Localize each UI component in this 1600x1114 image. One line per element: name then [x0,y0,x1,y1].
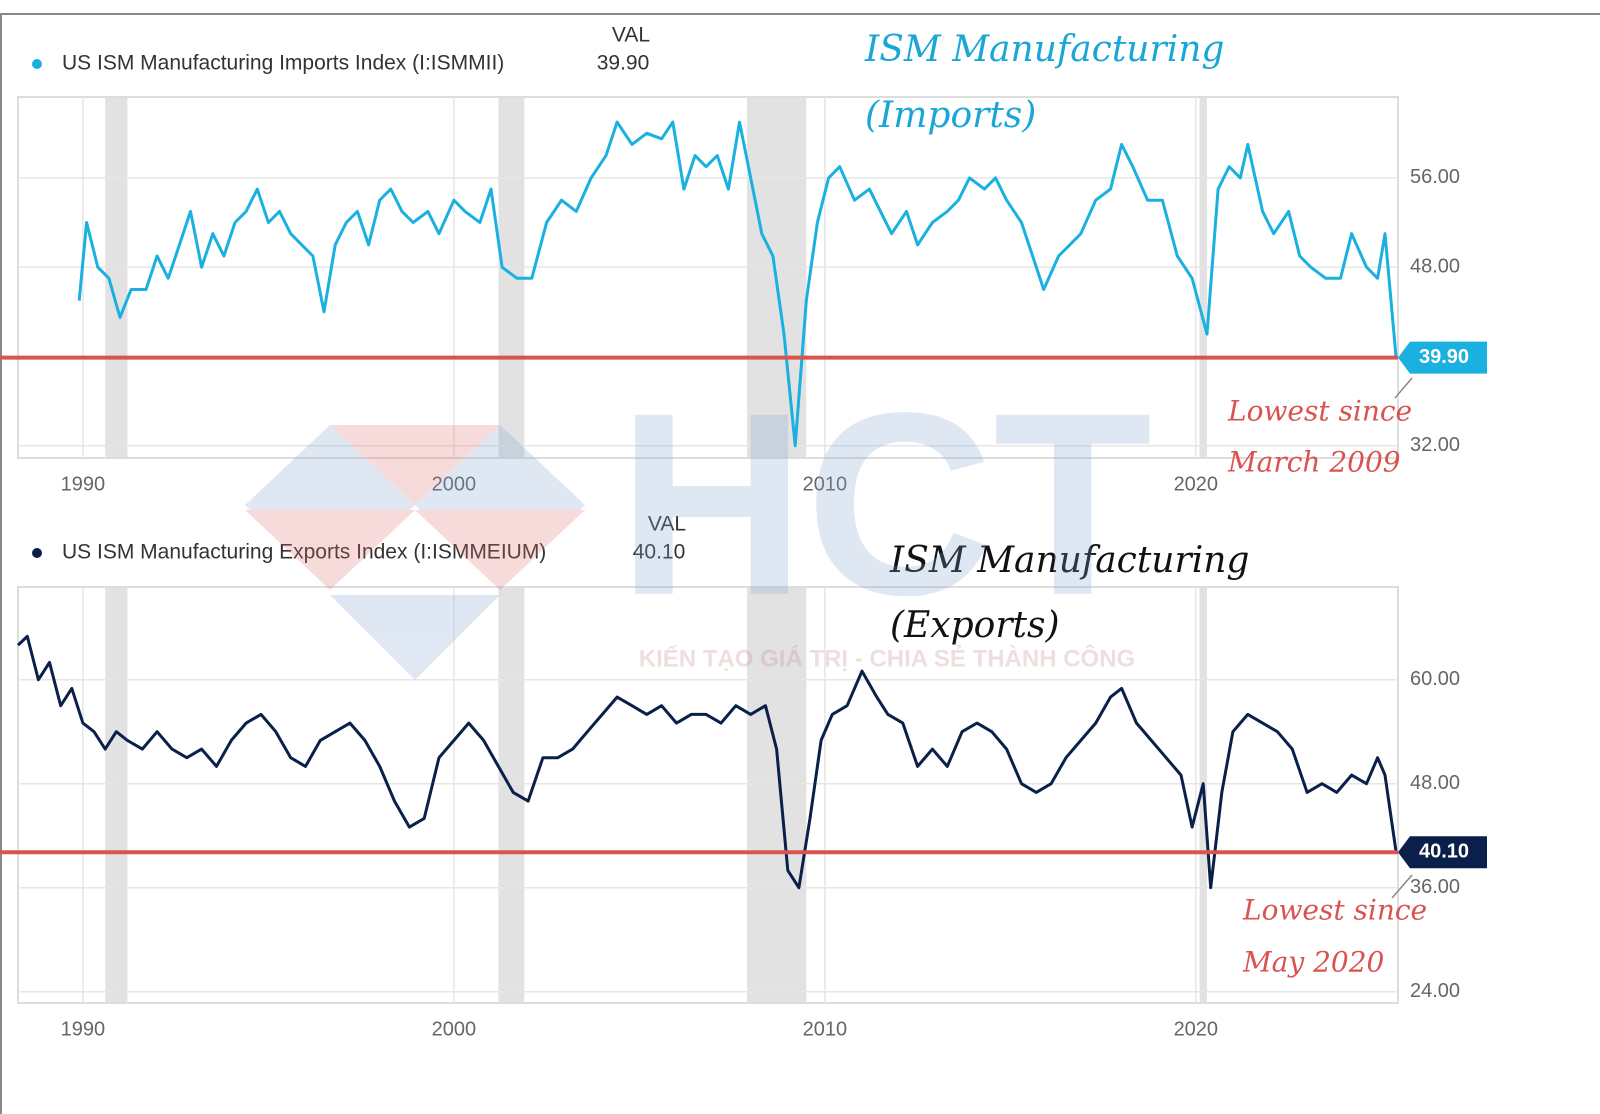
x-tick-label: 2000 [432,473,477,495]
plot-area [17,586,1399,1004]
y-tick-label: 60.00 [1410,668,1460,690]
watermark-slogan: KIẾN TẠO GIÁ TRỊ - CHIA SẺ THÀNH CÔNG [639,643,1135,672]
y-tick-label: 48.00 [1410,255,1460,277]
annotation: ISM Manufacturing [864,29,1224,70]
annotation: (Imports) [865,95,1036,136]
logo-shape [330,595,500,680]
val-header: VAL [648,513,686,536]
legend-label: US ISM Manufacturing Imports Index (I:IS… [62,52,504,75]
annotation: (Exports) [890,605,1060,646]
current-value: 40.10 [633,541,686,564]
x-tick-label: 2020 [1174,473,1219,495]
y-tick-label: 32.00 [1410,434,1460,456]
x-tick-label: 2010 [803,1018,848,1040]
logo-shape [330,425,500,505]
leader-line [1394,377,1413,399]
y-tick-label: 48.00 [1410,772,1460,794]
legend-dot [32,548,42,558]
data-line [77,120,1398,448]
plot-area [17,96,1399,459]
watermark: HCT KIẾN TẠO GIÁ TRỊ - CHIA SẺ THÀNH CÔN… [245,360,1152,680]
y-tick-label: 56.00 [1410,166,1460,188]
logo-shape [415,510,585,590]
x-tick-label: 1990 [61,473,106,495]
val-header: VAL [612,24,650,47]
recession-band [1199,97,1207,458]
frame [0,13,1600,1114]
value-badge [1398,836,1487,869]
legend-dot [32,59,42,69]
y-tick-label: 36.00 [1410,876,1460,898]
logo-shape [245,510,415,590]
x-tick-label: 2000 [432,1018,477,1040]
recession-band [105,97,128,458]
y-tick-label: 24.00 [1410,980,1460,1002]
logo-shape [245,425,415,590]
x-tick-label: 2020 [1174,1018,1219,1040]
annotation: Lowest since [1242,894,1427,927]
annotation: May 2020 [1242,946,1384,979]
current-value: 39.90 [597,52,650,75]
value-badge-label: 40.10 [1419,840,1469,862]
annotation: March 2009 [1227,446,1401,479]
x-tick-label: 1990 [61,1018,106,1040]
data-line [16,634,1398,890]
legend-label: US ISM Manufacturing Exports Index (I:IS… [62,541,546,564]
watermark-text: HCT [618,360,1152,650]
x-tick-label: 2010 [803,473,848,495]
recession-band [746,587,807,1003]
leader-line [1391,874,1413,899]
logo-shape [415,425,585,590]
value-badge-label: 39.90 [1419,346,1469,368]
value-badge [1398,341,1487,374]
annotation: ISM Manufacturing [889,540,1249,581]
recession-band [105,587,128,1003]
annotation: Lowest since [1227,395,1412,428]
